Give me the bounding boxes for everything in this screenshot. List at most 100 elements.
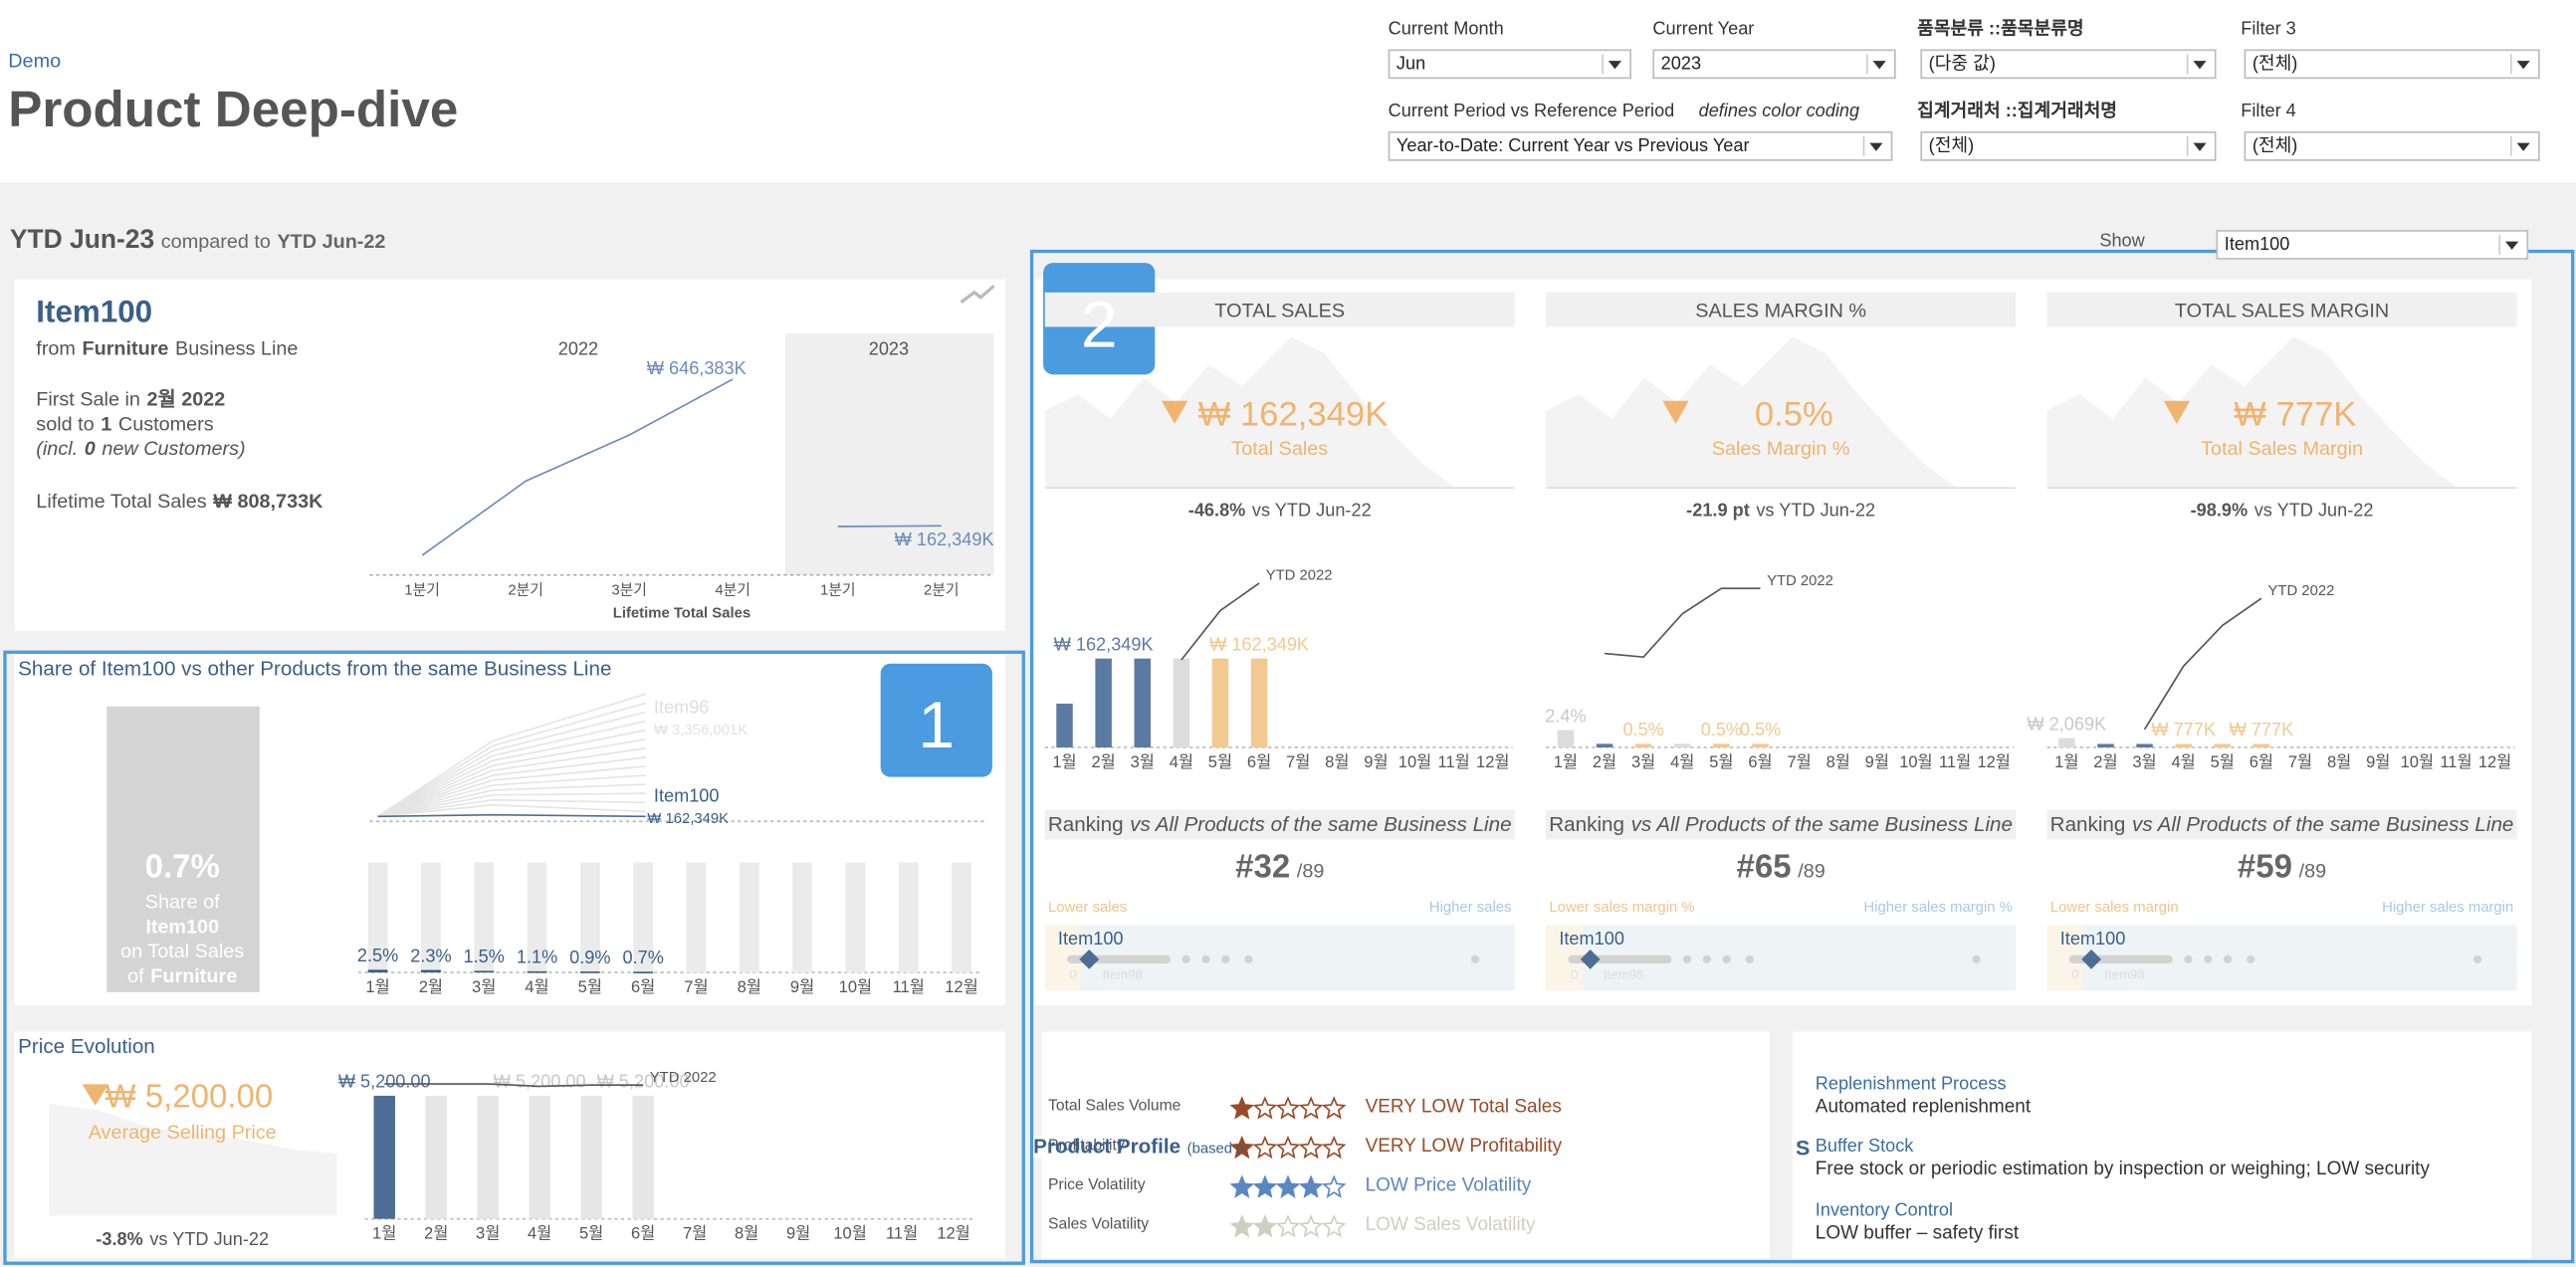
- value-label: ₩ 777K: [2230, 720, 2294, 739]
- ranking-low: Lower sales margin %: [1549, 898, 1695, 916]
- profile-title: Product Profile (based o: [1033, 1135, 1244, 1160]
- star-outline: [1298, 1096, 1324, 1120]
- star: [1231, 1098, 1253, 1118]
- value-label: 2.3%: [410, 946, 451, 965]
- bar: [1596, 743, 1613, 747]
- x-tick-label: 2월: [1091, 752, 1115, 771]
- x-tick-label: 4월: [2172, 752, 2196, 771]
- x-tick-label: 7월: [684, 977, 708, 996]
- dropdown[interactable]: (전체): [1920, 131, 2217, 161]
- price-sparkline: [49, 1104, 337, 1216]
- trend-decor: [377, 774, 646, 818]
- x-tick-label: 12월: [2478, 752, 2512, 771]
- star-outline: [1321, 1174, 1347, 1198]
- replenishment-card: [1792, 1031, 2532, 1259]
- bar: [2253, 743, 2270, 747]
- down-arrow: [1161, 400, 1188, 424]
- section-title: Price Evolution: [18, 1034, 155, 1058]
- value-label: 0.7%: [622, 948, 663, 967]
- dropdown[interactable]: (전체): [2244, 131, 2540, 161]
- star: [1231, 1137, 1253, 1158]
- bar: [1634, 743, 1652, 747]
- text: from: [36, 336, 76, 360]
- ranking-low: Lower sales margin: [2049, 898, 2179, 916]
- down-arrow: [82, 1084, 108, 1106]
- text: Customers: [117, 412, 214, 436]
- text: /89: [1798, 859, 1825, 883]
- x-tick-label: 8월: [2327, 752, 2351, 771]
- kpi-sparkline: [2046, 336, 2459, 489]
- lifetime: Lifetime Total Sales ₩ 808,733K: [36, 490, 322, 514]
- ytd-label: YTD 2022: [650, 1070, 717, 1086]
- dropdown[interactable]: Jun: [1388, 49, 1631, 80]
- bar: [529, 1095, 550, 1219]
- text: -21.9 pt: [1686, 501, 1750, 522]
- period-connector: compared to: [160, 230, 271, 254]
- ranking-dot: [1972, 954, 1981, 964]
- ranking-dot: [1722, 954, 1731, 964]
- x-tick-label: 5월: [1709, 752, 1733, 771]
- text: 2월 2022: [146, 387, 226, 411]
- text: Ranking: [2049, 812, 2126, 837]
- ranking-header: [1044, 809, 1515, 840]
- text: Ranking: [1047, 812, 1124, 837]
- x-tick-label: 9월: [1364, 752, 1388, 771]
- bar: [1173, 658, 1190, 747]
- year-label: 2022: [558, 339, 598, 359]
- x-tick-label: 1분기: [404, 581, 440, 598]
- x-tick-label: 7월: [683, 1223, 707, 1242]
- text: vs YTD Jun-22: [2254, 501, 2374, 522]
- ranking-item: Item100: [1559, 930, 1624, 950]
- trend-decor: [377, 711, 646, 818]
- ytd-line: [1604, 587, 1761, 659]
- line: [421, 378, 734, 556]
- dropdown[interactable]: (다중 값): [1920, 49, 2217, 80]
- star-outline: [1321, 1214, 1347, 1238]
- text: Business Line: [175, 336, 299, 360]
- value-label: 1.1%: [517, 948, 557, 967]
- value-label: 0.5%: [1740, 720, 1781, 739]
- dropdown[interactable]: Year-to-Date: Current Year vs Previous Y…: [1388, 131, 1893, 161]
- dropdown[interactable]: (전체): [2244, 49, 2540, 80]
- value-label: ₩ 646,383K: [647, 358, 747, 378]
- kpi-title: TOTAL SALES MARGIN: [2174, 299, 2390, 322]
- year-label: 2023: [869, 339, 909, 359]
- bar: [1557, 730, 1575, 747]
- ytd-label: YTD 2022: [1266, 568, 1333, 584]
- profile-text: LOW Price Volatility: [1365, 1175, 1532, 1196]
- ranking-header: [1546, 809, 2017, 840]
- profile-text: LOW Sales Volatility: [1365, 1215, 1536, 1236]
- x-tick-label: 12월: [1476, 752, 1510, 771]
- trend-decor: [377, 702, 646, 818]
- bar-bg: [952, 862, 971, 973]
- x-tick-label: 3월: [472, 977, 496, 996]
- trend-icon: [960, 284, 995, 305]
- replenishment-title: Buffer Stock: [1815, 1137, 1914, 1157]
- text: /89: [1296, 859, 1325, 883]
- replenishment-text: Free stock or periodic estimation by ins…: [1815, 1160, 2430, 1180]
- kpi-label: Total Sales Margin: [2201, 437, 2364, 461]
- profile-card: [1041, 1031, 1770, 1259]
- bar: [421, 969, 441, 973]
- kpi-label: Sales Margin %: [1711, 437, 1850, 461]
- filter-label: Current Year: [1652, 19, 1755, 40]
- bar-bg: [633, 862, 654, 973]
- bar: [1674, 743, 1691, 747]
- value-label: 0.5%: [1701, 720, 1742, 739]
- kpi-sparkline: [1044, 336, 1456, 489]
- value-label: ₩ 162,349K: [895, 529, 994, 549]
- x-tick-label: 2월: [424, 1223, 448, 1242]
- star-outline: [1275, 1214, 1301, 1238]
- kpi-value: ₩ 162,349K: [1197, 395, 1389, 434]
- trend-decor: [377, 738, 646, 818]
- star: [1254, 1216, 1276, 1236]
- replenishment-text: LOW buffer – safety first: [1815, 1223, 2020, 1244]
- profile-metric: Price Volatility: [1048, 1175, 1146, 1194]
- item-dropdown[interactable]: Item100: [2216, 230, 2529, 260]
- ranking-item: Item100: [2059, 930, 2126, 950]
- dropdown[interactable]: 2023: [1652, 49, 1896, 80]
- kpi-label: Total Sales: [1231, 437, 1329, 461]
- text: Furniture: [82, 336, 169, 360]
- section-title: Share of Item100 vs other Products from …: [18, 657, 612, 681]
